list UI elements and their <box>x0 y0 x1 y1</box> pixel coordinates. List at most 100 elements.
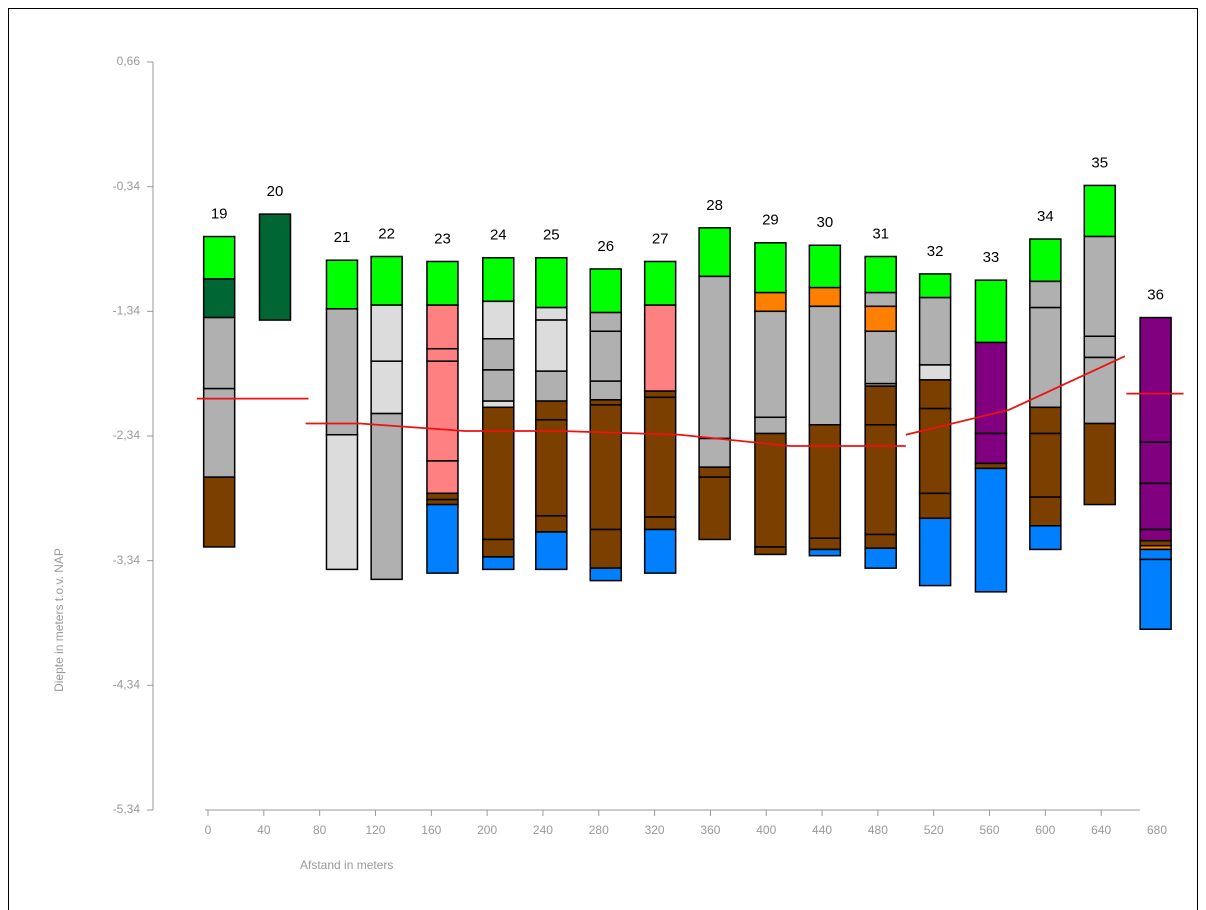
x-tick-label: 80 <box>313 823 327 837</box>
soil-layer <box>918 273 952 299</box>
soil-layer <box>1029 238 1062 283</box>
soil-layer <box>974 341 1008 435</box>
soil-layer <box>589 311 622 333</box>
soil-layer <box>643 528 677 574</box>
soil-layer <box>535 419 568 517</box>
x-tick-label: 400 <box>756 823 776 837</box>
soil-layer <box>426 503 459 574</box>
soil-layer <box>1029 432 1062 498</box>
soil-layer <box>808 424 842 539</box>
soil-layer <box>698 227 731 278</box>
boring-label: 19 <box>211 206 228 223</box>
boring-label: 20 <box>267 183 284 200</box>
soil-layer <box>325 434 359 571</box>
soil-layer <box>370 412 403 581</box>
soil-layer <box>325 308 359 436</box>
y-tick-label: -0,34 <box>113 179 141 193</box>
y-tick-label: -1,34 <box>113 304 141 318</box>
soil-layer <box>974 279 1008 344</box>
boring-label: 28 <box>706 197 723 214</box>
soil-layer <box>258 213 292 321</box>
boring-label: 21 <box>334 229 351 246</box>
soil-layer <box>535 400 568 421</box>
x-tick-label: 680 <box>1147 823 1167 837</box>
soil-layer <box>864 385 897 426</box>
boring-label: 23 <box>434 230 451 247</box>
soil-layer <box>1083 184 1117 238</box>
soil-layer <box>202 476 236 548</box>
x-tick-label: 640 <box>1091 823 1111 837</box>
soil-layer <box>370 360 403 415</box>
x-tick-label: 240 <box>533 823 553 837</box>
soil-layer <box>808 286 842 308</box>
x-tick-label: 200 <box>477 823 497 837</box>
soil-layer <box>864 547 897 569</box>
x-tick-label: 480 <box>868 823 888 837</box>
x-tick-label: 160 <box>421 823 441 837</box>
boring-label: 27 <box>652 230 669 247</box>
soil-layer <box>754 242 787 294</box>
soil-layer <box>808 244 842 289</box>
soil-layer <box>864 330 897 385</box>
boring-label: 22 <box>378 225 395 242</box>
soil-layer <box>808 537 842 551</box>
soil-layer <box>535 319 568 372</box>
soil-layer <box>918 407 952 495</box>
soil-layer <box>202 278 236 319</box>
soil-layer <box>589 380 622 401</box>
soil-layer <box>918 379 952 410</box>
soil-layer <box>482 369 515 402</box>
soil-layer <box>918 517 952 587</box>
soil-layer <box>643 396 677 518</box>
soil-layer <box>754 416 787 435</box>
x-tick-label: 360 <box>700 823 720 837</box>
soil-layer <box>643 260 677 306</box>
y-axis-label: Diepte in meters t.o.v. NAP <box>52 548 66 692</box>
soil-layer <box>643 516 677 531</box>
soil-layer <box>482 538 515 558</box>
soil-layer <box>974 467 1008 593</box>
boring-label: 31 <box>872 225 889 242</box>
x-axis-label: Afstand in meters <box>300 858 393 872</box>
y-tick-label: -4,34 <box>113 678 141 692</box>
soil-layer <box>754 310 787 419</box>
soil-layer <box>370 255 403 306</box>
soil-layer <box>1139 316 1172 443</box>
soil-layer <box>1029 525 1062 551</box>
soil-layer <box>426 304 459 350</box>
soil-layer <box>535 370 568 402</box>
soil-layer <box>535 306 568 321</box>
soil-layer <box>864 533 897 549</box>
y-tick-label: -5,34 <box>113 802 141 816</box>
soil-layer <box>1029 406 1062 435</box>
soil-layer <box>808 548 842 557</box>
boring-label: 26 <box>597 238 614 255</box>
soil-layer <box>864 255 897 294</box>
y-tick-label: 0,66 <box>117 54 141 68</box>
soil-layer <box>1139 528 1172 542</box>
boring-label: 30 <box>817 214 834 231</box>
x-tick-label: 40 <box>257 823 271 837</box>
soil-layer <box>698 466 731 478</box>
soil-layer <box>698 275 731 440</box>
soil-layer <box>202 387 236 478</box>
soil-layer <box>202 316 236 390</box>
soil-layer <box>1083 235 1117 338</box>
soil-layer <box>918 296 952 366</box>
soil-layer <box>589 567 622 582</box>
x-tick-label: 320 <box>645 823 665 837</box>
soil-layer <box>589 268 622 314</box>
soil-layer <box>202 235 236 280</box>
soil-layer <box>1139 558 1172 630</box>
boring-label: 36 <box>1147 287 1164 304</box>
x-tick-label: 280 <box>589 823 609 837</box>
soil-layer <box>864 305 897 333</box>
soil-layer <box>482 556 515 571</box>
x-tick-label: 600 <box>1035 823 1055 837</box>
soil-layer <box>754 291 787 313</box>
boring-label: 32 <box>927 243 944 260</box>
soil-layer <box>482 300 515 340</box>
soil-layer <box>370 304 403 362</box>
soil-layer <box>535 256 568 309</box>
